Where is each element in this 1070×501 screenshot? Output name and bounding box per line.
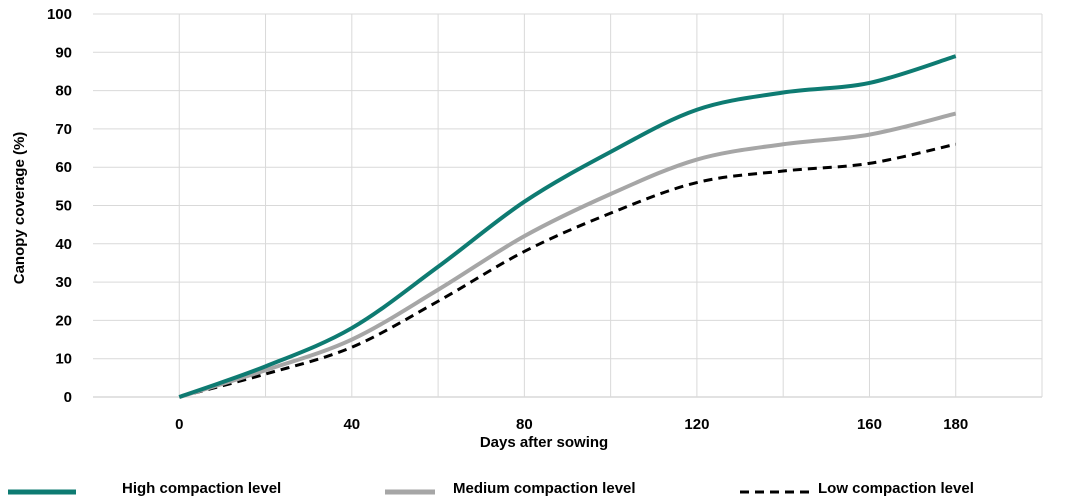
y-tick-label: 90 xyxy=(55,44,72,61)
x-tick-label: 180 xyxy=(943,416,968,433)
x-tick-label: 0 xyxy=(175,416,183,433)
y-tick-label: 70 xyxy=(55,121,72,138)
y-tick-label: 30 xyxy=(55,274,72,291)
y-tick-label: 0 xyxy=(64,389,72,406)
series-line-high-compaction-level xyxy=(178,54,957,399)
y-axis-title: Canopy coverage (%) xyxy=(11,132,28,285)
y-tick-label: 80 xyxy=(55,83,72,100)
legend-label: Low compaction level xyxy=(818,480,974,497)
legend-label: Medium compaction level xyxy=(453,480,636,497)
x-tick-label: 160 xyxy=(857,416,882,433)
x-tick-label: 80 xyxy=(516,416,533,433)
x-tick-label: 120 xyxy=(684,416,709,433)
x-axis-title: Days after sowing xyxy=(480,434,608,451)
y-tick-label: 10 xyxy=(55,351,72,368)
grid xyxy=(93,13,1043,397)
legend: High compaction level Medium compaction l… xyxy=(8,480,974,497)
series-line-medium-compaction-level xyxy=(178,111,957,399)
y-tick-label: 100 xyxy=(47,6,72,23)
x-tick-label: 40 xyxy=(343,416,360,433)
y-tick-label: 20 xyxy=(55,312,72,329)
series-lines xyxy=(178,54,957,399)
y-tick-label: 50 xyxy=(55,198,72,215)
legend-label: High compaction level xyxy=(122,480,281,497)
tick-labels: 0 10 20 30 40 50 60 70 80 90 100 0 40 80 120 160 180 xyxy=(47,6,968,433)
y-tick-label: 60 xyxy=(55,159,72,176)
y-tick-label: 40 xyxy=(55,236,72,253)
series-line-low-compaction-level xyxy=(178,142,957,399)
